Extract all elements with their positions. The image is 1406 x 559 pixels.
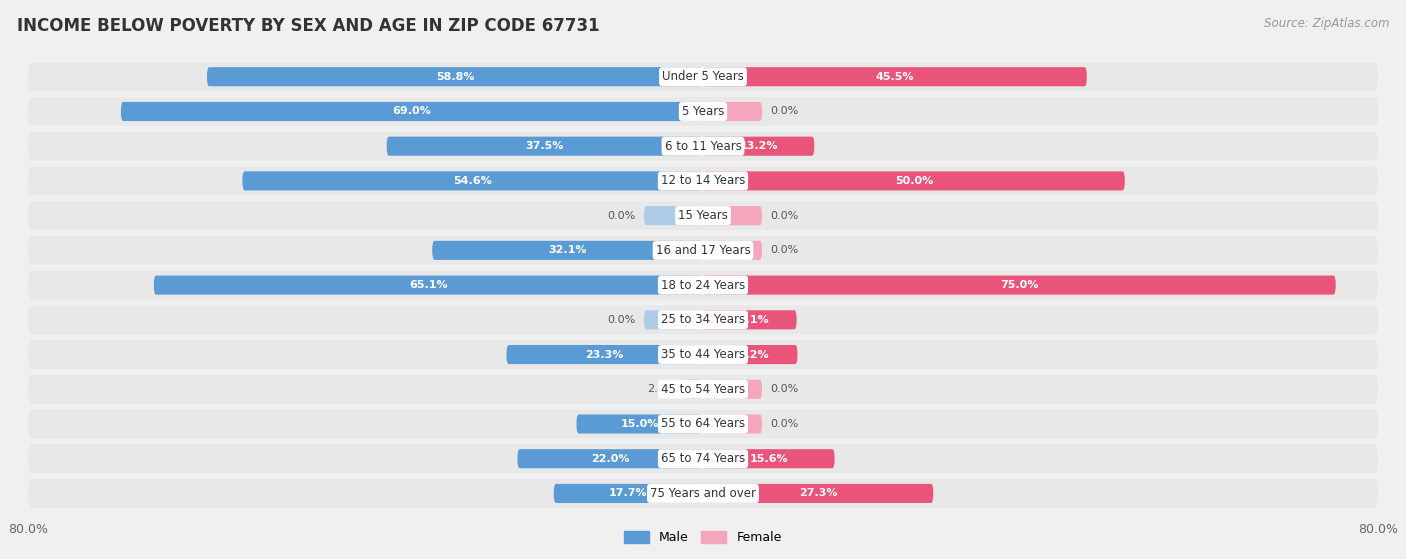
Text: INCOME BELOW POVERTY BY SEX AND AGE IN ZIP CODE 67731: INCOME BELOW POVERTY BY SEX AND AGE IN Z…: [17, 17, 599, 35]
FancyBboxPatch shape: [517, 449, 703, 468]
FancyBboxPatch shape: [703, 276, 1336, 295]
Text: 23.3%: 23.3%: [585, 349, 624, 359]
FancyBboxPatch shape: [644, 310, 703, 329]
FancyBboxPatch shape: [28, 201, 1378, 230]
FancyBboxPatch shape: [703, 206, 762, 225]
FancyBboxPatch shape: [703, 380, 762, 399]
FancyBboxPatch shape: [703, 102, 762, 121]
Text: 35 to 44 Years: 35 to 44 Years: [661, 348, 745, 361]
FancyBboxPatch shape: [703, 484, 934, 503]
Text: 0.0%: 0.0%: [770, 211, 799, 221]
FancyBboxPatch shape: [576, 414, 703, 434]
Text: 27.3%: 27.3%: [799, 489, 838, 499]
FancyBboxPatch shape: [242, 172, 703, 191]
FancyBboxPatch shape: [703, 310, 797, 329]
Text: 2.2%: 2.2%: [648, 384, 676, 394]
Text: 0.0%: 0.0%: [607, 211, 636, 221]
FancyBboxPatch shape: [28, 375, 1378, 404]
FancyBboxPatch shape: [703, 241, 762, 260]
Text: 15 Years: 15 Years: [678, 209, 728, 222]
Text: Under 5 Years: Under 5 Years: [662, 70, 744, 83]
Text: 0.0%: 0.0%: [770, 384, 799, 394]
Text: 5 Years: 5 Years: [682, 105, 724, 118]
Text: 25 to 34 Years: 25 to 34 Years: [661, 313, 745, 326]
Text: 0.0%: 0.0%: [770, 245, 799, 255]
Text: 65 to 74 Years: 65 to 74 Years: [661, 452, 745, 465]
Text: 45.5%: 45.5%: [876, 72, 914, 82]
Text: 0.0%: 0.0%: [770, 419, 799, 429]
Text: 0.0%: 0.0%: [607, 315, 636, 325]
Text: 58.8%: 58.8%: [436, 72, 474, 82]
FancyBboxPatch shape: [153, 276, 703, 295]
Text: 75 Years and over: 75 Years and over: [650, 487, 756, 500]
FancyBboxPatch shape: [28, 167, 1378, 195]
FancyBboxPatch shape: [207, 67, 703, 86]
Text: 11.1%: 11.1%: [731, 315, 769, 325]
FancyBboxPatch shape: [28, 444, 1378, 473]
Text: 65.1%: 65.1%: [409, 280, 447, 290]
FancyBboxPatch shape: [554, 484, 703, 503]
Text: 69.0%: 69.0%: [392, 106, 432, 116]
FancyBboxPatch shape: [28, 132, 1378, 160]
FancyBboxPatch shape: [703, 136, 814, 156]
FancyBboxPatch shape: [121, 102, 703, 121]
Text: 55 to 64 Years: 55 to 64 Years: [661, 418, 745, 430]
FancyBboxPatch shape: [387, 136, 703, 156]
Legend: Male, Female: Male, Female: [619, 526, 787, 549]
Text: 6 to 11 Years: 6 to 11 Years: [665, 140, 741, 153]
FancyBboxPatch shape: [28, 340, 1378, 369]
Text: 13.2%: 13.2%: [740, 141, 778, 151]
Text: 15.6%: 15.6%: [749, 454, 789, 464]
FancyBboxPatch shape: [28, 97, 1378, 126]
FancyBboxPatch shape: [703, 345, 797, 364]
FancyBboxPatch shape: [506, 345, 703, 364]
Text: 50.0%: 50.0%: [894, 176, 934, 186]
Text: 37.5%: 37.5%: [526, 141, 564, 151]
FancyBboxPatch shape: [28, 410, 1378, 438]
FancyBboxPatch shape: [28, 479, 1378, 508]
Text: 15.0%: 15.0%: [620, 419, 659, 429]
FancyBboxPatch shape: [644, 206, 703, 225]
FancyBboxPatch shape: [28, 306, 1378, 334]
FancyBboxPatch shape: [28, 236, 1378, 264]
FancyBboxPatch shape: [432, 241, 703, 260]
Text: 75.0%: 75.0%: [1000, 280, 1039, 290]
Text: Source: ZipAtlas.com: Source: ZipAtlas.com: [1264, 17, 1389, 30]
Text: 12 to 14 Years: 12 to 14 Years: [661, 174, 745, 187]
FancyBboxPatch shape: [703, 449, 835, 468]
Text: 45 to 54 Years: 45 to 54 Years: [661, 383, 745, 396]
Text: 11.2%: 11.2%: [731, 349, 769, 359]
FancyBboxPatch shape: [685, 380, 703, 399]
Text: 18 to 24 Years: 18 to 24 Years: [661, 278, 745, 292]
Text: 16 and 17 Years: 16 and 17 Years: [655, 244, 751, 257]
Text: 54.6%: 54.6%: [453, 176, 492, 186]
Text: 17.7%: 17.7%: [609, 489, 648, 499]
FancyBboxPatch shape: [703, 172, 1125, 191]
FancyBboxPatch shape: [28, 271, 1378, 299]
Text: 0.0%: 0.0%: [770, 106, 799, 116]
Text: 22.0%: 22.0%: [591, 454, 630, 464]
FancyBboxPatch shape: [28, 63, 1378, 91]
FancyBboxPatch shape: [703, 414, 762, 434]
FancyBboxPatch shape: [703, 67, 1087, 86]
Text: 32.1%: 32.1%: [548, 245, 586, 255]
